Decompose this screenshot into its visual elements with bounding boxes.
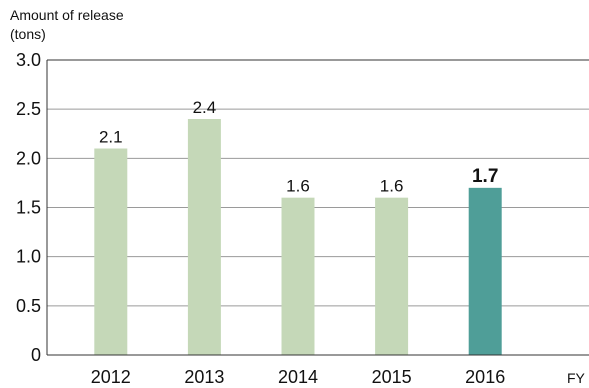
- bars: [94, 119, 502, 355]
- y-axis-title-line: Amount of release: [10, 7, 124, 23]
- bar: [281, 197, 315, 355]
- bar: [94, 148, 128, 355]
- bar: [375, 197, 409, 355]
- x-tick-label: 2014: [278, 367, 318, 387]
- data-labels: 2.1 2.4 1.6 1.6 1.7: [99, 98, 498, 196]
- x-tick-label: 2013: [184, 367, 224, 387]
- bar: [187, 119, 221, 355]
- gridlines: [47, 108, 589, 307]
- bar: [468, 187, 502, 355]
- data-label: 2.1: [99, 128, 123, 147]
- y-axis-ticks: 0 0.5 1.0 1.5 2.0 2.5 3.0: [16, 50, 41, 365]
- plot-frame: [46, 59, 589, 356]
- y-tick-label: 0.5: [16, 296, 41, 316]
- y-tick-label: 0: [31, 345, 41, 365]
- y-axis-title-line: (tons): [10, 26, 46, 42]
- x-axis-ticks: 2012 2013 2014 2015 2016: [91, 367, 505, 387]
- x-tick-label: 2012: [91, 367, 131, 387]
- y-tick-label: 1.5: [16, 198, 41, 218]
- data-label: 1.6: [380, 177, 404, 196]
- x-axis-unit-label: FY: [567, 370, 586, 386]
- x-tick-label: 2015: [372, 367, 412, 387]
- x-tick-label: 2016: [465, 367, 505, 387]
- data-label: 1.7: [472, 166, 498, 187]
- y-tick-label: 1.0: [16, 247, 41, 267]
- data-label: 1.6: [286, 177, 310, 196]
- y-tick-label: 3.0: [16, 50, 41, 70]
- y-axis-title: Amount of release (tons): [10, 7, 124, 42]
- y-tick-label: 2.0: [16, 148, 41, 168]
- y-tick-label: 2.5: [16, 99, 41, 119]
- data-label: 2.4: [193, 98, 217, 117]
